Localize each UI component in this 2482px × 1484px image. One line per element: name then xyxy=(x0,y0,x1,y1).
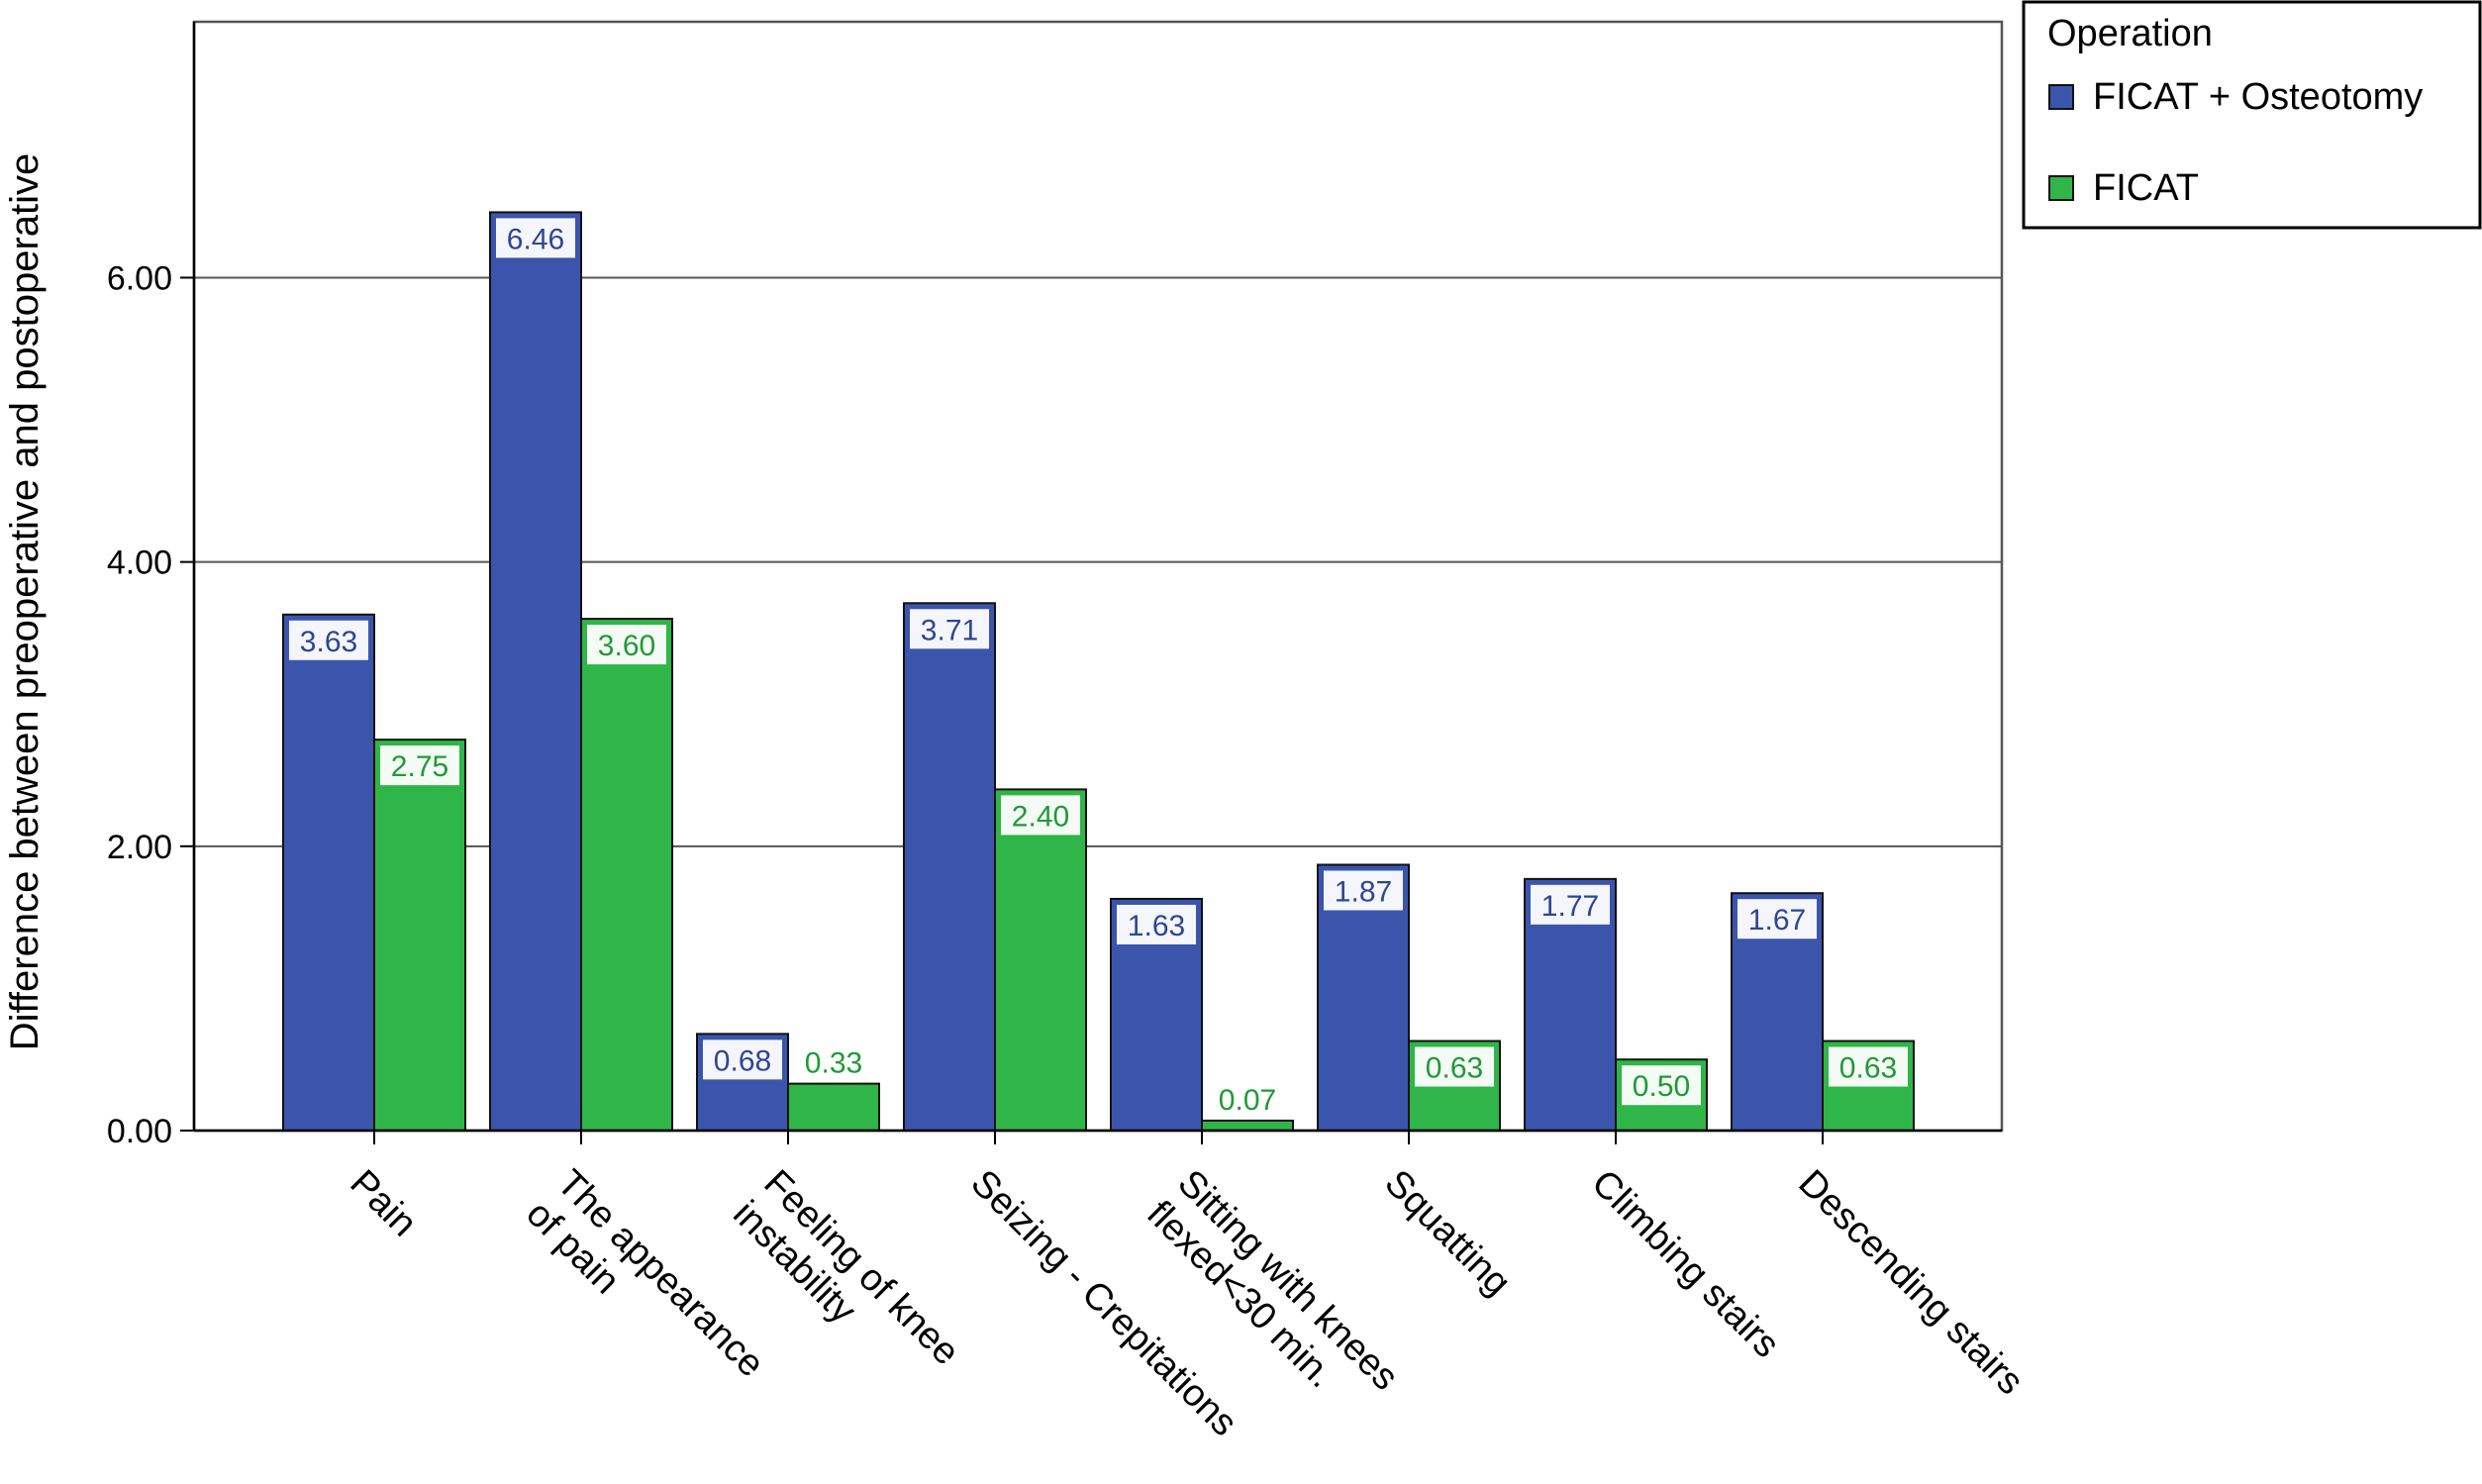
bar-ficat xyxy=(373,739,466,1133)
y-tick-label: 0.00 xyxy=(107,1113,172,1150)
data-label: 3.71 xyxy=(921,614,978,646)
legend-entry: FICAT + Osteotomy xyxy=(2093,76,2423,118)
x-tick-label-line: Climbing stairs xyxy=(1583,1162,1787,1366)
data-label-bg xyxy=(1324,870,1403,911)
data-label-bg xyxy=(496,218,575,258)
data-label: 0.33 xyxy=(805,1047,862,1080)
data-label: 1.87 xyxy=(1335,875,1392,908)
x-tick-label: Descending stairs xyxy=(1790,1162,2031,1403)
data-labels: 3.63 2.75 6.46 3.60 0.68 0.33 3.71 2.40 1.63 0.07… xyxy=(289,218,1908,1119)
data-label-bg xyxy=(380,745,459,786)
bar-osteotomy xyxy=(489,211,582,1132)
data-label-bg xyxy=(703,1039,782,1080)
y-tick-label: 4.00 xyxy=(107,544,172,582)
data-label: 0.68 xyxy=(714,1044,771,1077)
data-label: 2.40 xyxy=(1012,800,1069,833)
y-tick-label: 6.00 xyxy=(107,259,172,297)
data-label-bg xyxy=(1829,1046,1908,1087)
bar-osteotomy xyxy=(903,602,996,1132)
data-label-bg xyxy=(1622,1065,1701,1106)
y-axis-title: Difference between preoperative and post… xyxy=(3,153,47,1051)
data-label: 3.60 xyxy=(598,630,655,662)
bar-ficat xyxy=(580,618,673,1132)
legend-title: Operation xyxy=(2047,13,2213,54)
legend-swatch xyxy=(2048,175,2074,201)
data-label: 1.63 xyxy=(1128,910,1185,942)
data-label: 6.46 xyxy=(507,223,564,255)
data-label-bg xyxy=(1531,884,1610,925)
x-tick-label: Squatting xyxy=(1376,1162,1518,1304)
bar-osteotomy xyxy=(282,613,375,1132)
bars xyxy=(282,211,1915,1133)
data-label: 1.67 xyxy=(1748,904,1806,937)
x-tick-label: Climbing stairs xyxy=(1583,1162,1787,1366)
data-label: 2.75 xyxy=(391,750,448,783)
legend-entry: FICAT xyxy=(2093,167,2199,209)
data-label-bg xyxy=(1001,795,1080,836)
axes: 0.00 2.00 4.00 6.00 xyxy=(107,20,2004,1150)
data-label-bg xyxy=(1737,899,1817,940)
legend-swatch xyxy=(2048,84,2074,110)
bar-ficat xyxy=(1201,1119,1294,1133)
x-tick-label-line: Pain xyxy=(342,1162,424,1244)
data-label-bg xyxy=(1208,1078,1287,1119)
data-label-bg xyxy=(289,620,368,660)
data-label: 0.07 xyxy=(1219,1084,1276,1117)
legend: Operation FICAT + Osteotomy FICAT xyxy=(2022,0,2482,230)
data-label: 3.63 xyxy=(300,626,357,658)
data-label: 0.50 xyxy=(1633,1070,1690,1103)
data-label-bg xyxy=(1415,1046,1494,1087)
data-label-bg xyxy=(1117,904,1196,944)
data-label-bg xyxy=(794,1041,873,1082)
x-tick-label: Pain xyxy=(342,1162,424,1244)
legend-box xyxy=(2022,0,2482,230)
data-label-bg xyxy=(587,625,666,665)
y-tick-label: 2.00 xyxy=(107,829,172,866)
bar-ficat xyxy=(787,1082,880,1132)
x-tick-label-line: Squatting xyxy=(1376,1162,1518,1304)
data-label: 0.63 xyxy=(1839,1052,1897,1085)
data-label-bg xyxy=(910,609,989,649)
x-tick-label-line: Descending stairs xyxy=(1790,1162,2031,1403)
data-label: 0.63 xyxy=(1426,1052,1483,1085)
data-label: 1.77 xyxy=(1541,890,1599,923)
bar-ficat xyxy=(994,788,1087,1133)
